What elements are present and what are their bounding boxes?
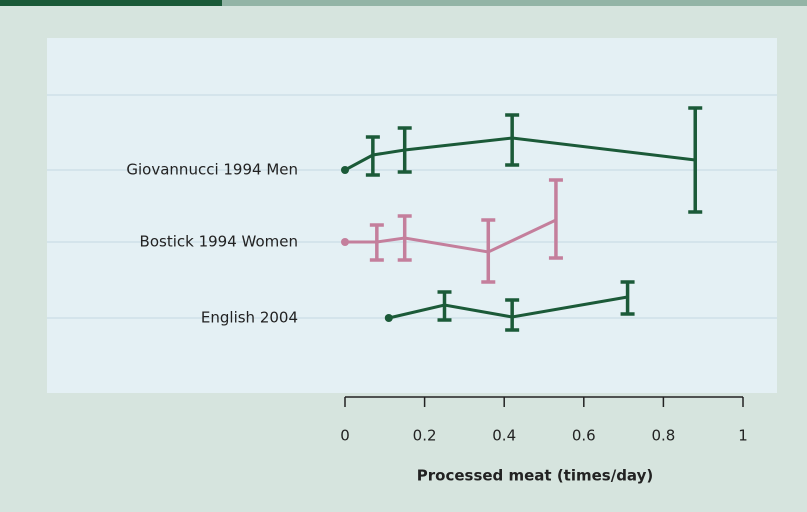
error-bar [548, 178, 563, 260]
error-bar [620, 280, 635, 316]
top-bar [0, 0, 222, 6]
plot-panel [47, 38, 777, 393]
x-tick-label: 0.6 [572, 427, 596, 445]
x-tick-label: 0.8 [651, 427, 675, 445]
row-label: English 2004 [201, 309, 298, 327]
error-bar [365, 135, 380, 177]
error-bar [688, 106, 703, 214]
top-bar-light [222, 0, 807, 6]
x-tick-label: 1 [738, 427, 748, 445]
reference-point [384, 314, 393, 322]
x-tick-label: 0.4 [492, 427, 516, 445]
row-label: Giovannucci 1994 Men [126, 161, 298, 179]
error-bar [397, 126, 412, 174]
row-label: Bostick 1994 Women [140, 233, 298, 251]
x-axis-title: Processed meat (times/day) [417, 467, 653, 485]
x-tick-label: 0 [340, 427, 350, 445]
reference-point [341, 238, 349, 246]
error-bar [505, 298, 520, 332]
series-line [388, 295, 628, 320]
error-bar [481, 218, 496, 284]
error-bar [437, 290, 452, 322]
reference-point [341, 166, 349, 174]
x-tick-label: 0.2 [413, 427, 437, 445]
error-bar [505, 113, 520, 167]
error-bar [397, 214, 412, 262]
error-bar [369, 223, 384, 262]
